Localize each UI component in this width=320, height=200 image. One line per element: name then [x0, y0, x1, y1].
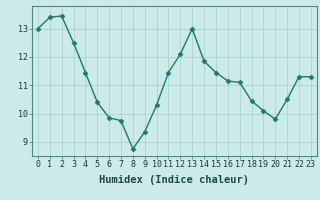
- X-axis label: Humidex (Indice chaleur): Humidex (Indice chaleur): [100, 175, 249, 185]
